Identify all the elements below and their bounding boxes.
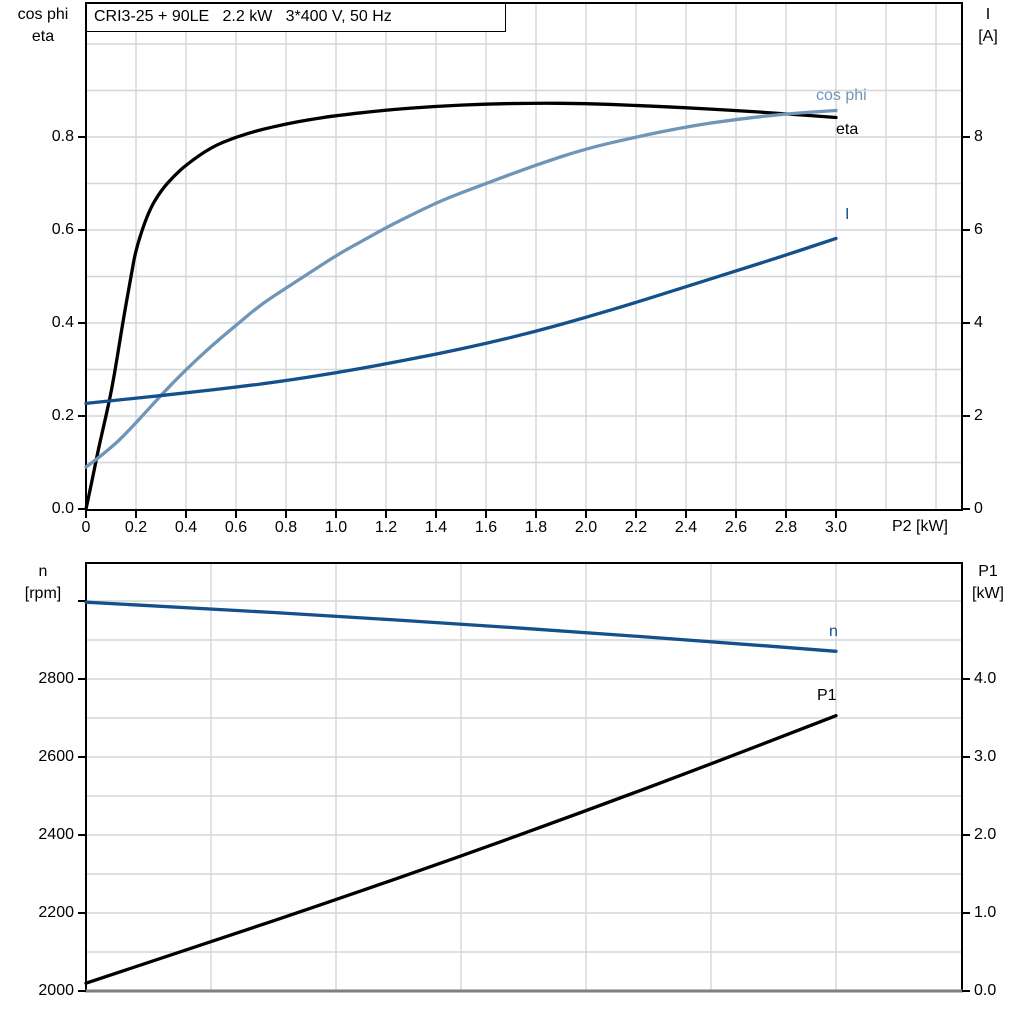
x-axis-tick-label: 1.4 <box>424 519 448 536</box>
right-axis-tick-label: 0 <box>974 500 983 517</box>
x-axis-label: P2 [kW] <box>891 518 948 535</box>
series-label-p1: P1 <box>817 687 837 704</box>
left-axis-tick-label: 0.8 <box>51 128 74 145</box>
right-axis-tick-label: 0.0 <box>974 982 997 999</box>
right-axis-tick-label: 6 <box>974 221 983 238</box>
right-axis-tick-label: 8 <box>974 128 983 145</box>
right-axis-tick-label: 2.0 <box>974 826 997 843</box>
series-curve-n <box>84 600 838 653</box>
left-axis-title-line2: eta <box>31 28 55 45</box>
right-axis-tick-label: 2 <box>974 407 983 424</box>
chart-title-box: CRI3-25 + 90LE 2.2 kW 3*400 V, 50 Hz <box>86 3 506 32</box>
x-axis-tick-label: 2.2 <box>624 519 648 536</box>
right-axis-tick-label: 4 <box>974 314 983 331</box>
left-axis-tick-label: 0.4 <box>51 314 74 331</box>
series-curve-cos-phi <box>84 108 838 469</box>
x-axis-tick-label: 1.6 <box>474 519 498 536</box>
x-axis-tick-label: 1.8 <box>524 519 548 536</box>
left-axis-tick-label: 0.0 <box>51 500 74 517</box>
left-axis-tick-label: 2200 <box>38 904 74 921</box>
series-curve-eta <box>84 101 838 511</box>
n-axis-title-line2: [rpm] <box>24 585 62 602</box>
x-axis-tick-label: 2.0 <box>574 519 598 536</box>
x-axis-tick-label: 2.4 <box>674 519 698 536</box>
top-right-axis-title: I [A] <box>958 4 1018 48</box>
right-axis-tick-label: 3.0 <box>974 748 997 765</box>
right-axis-title-line1: I <box>985 6 991 23</box>
x-axis-tick-label: 3.0 <box>824 519 848 536</box>
p1-axis-title-line2: [kW] <box>972 585 1004 602</box>
left-axis-tick-label: 2800 <box>38 670 74 687</box>
x-axis-tick-label: 1.2 <box>374 519 398 536</box>
left-axis-tick-label: 0.2 <box>51 407 74 424</box>
right-axis-tick-label: 1.0 <box>974 904 997 921</box>
x-axis-tick-label: 0.6 <box>224 519 248 536</box>
bottom-left-axis-title: n [rpm] <box>0 561 86 605</box>
x-axis-tick-label: 0.2 <box>124 519 148 536</box>
left-axis-title-line1: cos phi <box>17 6 69 23</box>
series-label-eta: eta <box>836 121 859 138</box>
x-axis-tick-label: 2.8 <box>774 519 798 536</box>
x-axis-tick-label: 1.0 <box>324 519 348 536</box>
bottom-right-axis-title: P1 [kW] <box>958 561 1018 605</box>
left-axis-tick-label: 2400 <box>38 826 74 843</box>
x-axis-tick-label: 0 <box>81 519 91 536</box>
series-label-cos-phi: cos phi <box>816 87 867 104</box>
x-axis-tick-label: 0.8 <box>274 519 298 536</box>
left-axis-tick-label: 0.6 <box>51 221 74 238</box>
right-axis-tick-label: 4.0 <box>974 670 997 687</box>
left-axis-tick-label: 2000 <box>38 982 74 999</box>
series-curve-i <box>84 236 838 406</box>
x-axis-tick-label: 0.4 <box>174 519 198 536</box>
plot-frame <box>85 2 963 511</box>
left-axis-tick-label: 2600 <box>38 748 74 765</box>
x-axis-tick-label: 2.6 <box>724 519 748 536</box>
series-curve-p1 <box>84 714 838 985</box>
n-axis-title-line1: n <box>38 563 48 580</box>
right-axis-title-line2: [A] <box>978 28 998 45</box>
series-label-i: I <box>845 206 850 223</box>
p1-axis-title-line1: P1 <box>978 563 998 580</box>
top-left-axis-title: cos phi eta <box>0 4 86 48</box>
series-label-n: n <box>829 623 838 640</box>
